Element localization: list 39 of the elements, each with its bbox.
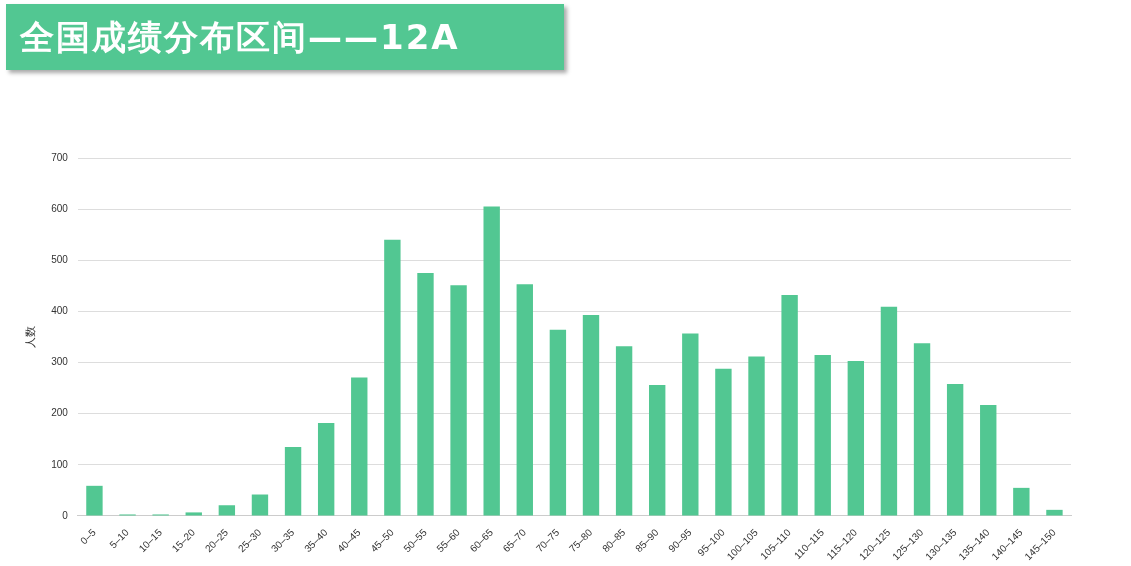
y-tick-label: 600: [51, 202, 69, 214]
bar: [1013, 487, 1030, 516]
chart-title: 全国成绩分布区间——12A: [6, 4, 564, 70]
y-tick-label: 700: [51, 151, 69, 163]
y-tick-label: 300: [51, 356, 69, 368]
bar: [516, 284, 533, 516]
bar: [649, 385, 666, 516]
bar: [913, 343, 931, 516]
bar: [384, 239, 401, 516]
bar: [86, 485, 103, 516]
bar: [615, 346, 633, 516]
bar: [582, 315, 600, 516]
bar: [483, 206, 500, 516]
bar: [450, 285, 467, 516]
bar: [549, 329, 567, 516]
bar: [946, 384, 964, 516]
bar: [185, 512, 202, 516]
bar: [317, 422, 335, 516]
bar: [814, 354, 831, 516]
bar: [980, 405, 997, 516]
bar: [351, 377, 368, 516]
x-tick-label: 0–5: [78, 526, 99, 547]
bar: [748, 356, 765, 516]
bar: [715, 368, 732, 516]
bar: [417, 273, 434, 516]
bar: [284, 446, 302, 516]
y-tick-label: 200: [51, 407, 69, 419]
y-tick-label: 100: [51, 458, 69, 470]
bar: [847, 361, 865, 516]
y-tick-label: 500: [51, 254, 69, 266]
bar: [781, 295, 798, 516]
bar: [218, 505, 236, 516]
y-tick-label: 0: [62, 509, 69, 521]
bar: [1046, 509, 1063, 516]
bar: [251, 494, 269, 516]
y-axis-title: 人数: [23, 325, 36, 348]
bar: [682, 333, 699, 516]
y-tick-label: 400: [51, 305, 69, 317]
bar: [880, 306, 898, 516]
